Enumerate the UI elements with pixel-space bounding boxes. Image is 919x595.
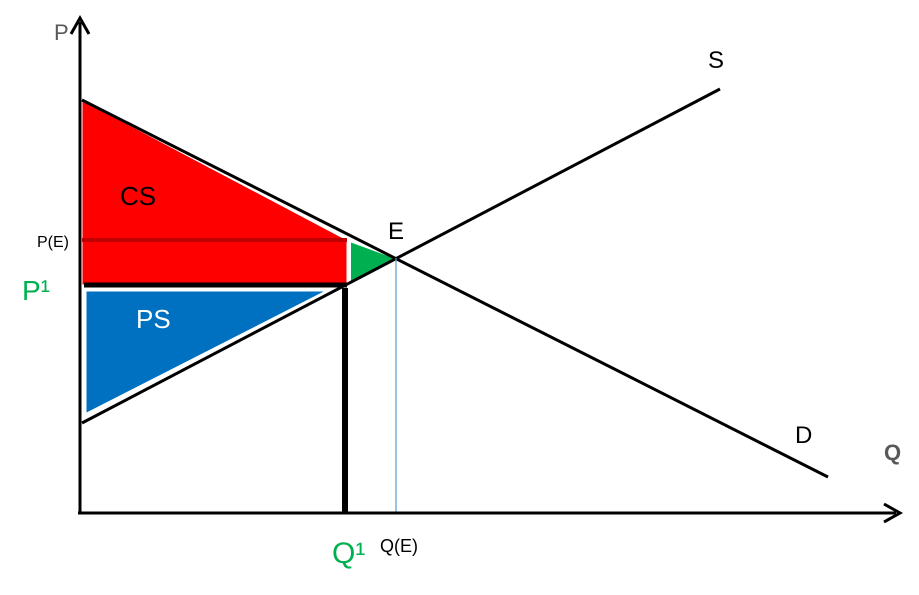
x-axis-arrow [883,502,904,524]
equilibrium-price-label: P(E) [37,234,69,251]
y-axis-arrow [69,14,91,35]
price-one-label: P¹ [22,275,50,306]
supply-curve [81,87,721,425]
demand-curve [81,98,829,479]
producer-surplus-label: PS [136,304,171,334]
equilibrium-label: E [388,218,404,245]
supply-label: S [708,47,724,74]
equilibrium-quantity-label: Q(E) [380,536,418,556]
y-axis-label: P [54,20,69,45]
producer-surplus-area [83,288,331,418]
demand-label: D [795,422,812,449]
x-axis-label: Q [884,440,901,465]
consumer-surplus-label: CS [120,181,156,211]
quantity-one-label: Q¹ [332,537,365,570]
